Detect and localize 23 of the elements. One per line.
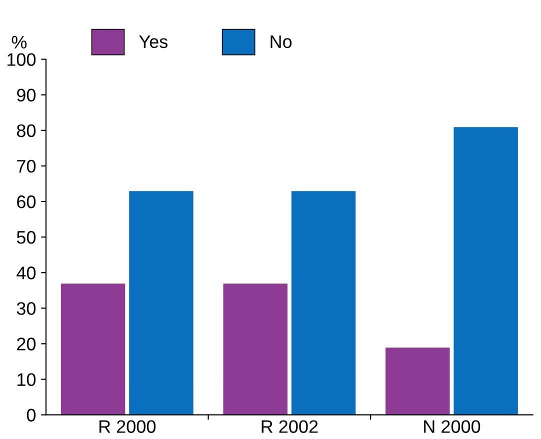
y-tick-label: 0 xyxy=(26,408,36,422)
y-tick-label: 100 xyxy=(8,53,36,66)
y-axis-title: % xyxy=(12,36,27,49)
y-tick-label: 30 xyxy=(16,302,36,315)
y-tick-label: 90 xyxy=(17,88,36,102)
y-tick-label: 80 xyxy=(16,124,36,138)
y-tick-label: 50 xyxy=(16,230,36,244)
x-tick-label: N 2000 xyxy=(424,420,480,433)
legend-label: Yes xyxy=(139,35,168,48)
bar xyxy=(128,190,194,415)
bar xyxy=(290,190,356,415)
y-tick-label: 40 xyxy=(16,266,36,280)
bar xyxy=(453,126,519,415)
x-tick-label: R 2002 xyxy=(262,420,318,433)
bar xyxy=(384,346,450,415)
bar xyxy=(222,282,288,415)
y-tick-label: 60 xyxy=(17,195,36,208)
y-tick-label: 20 xyxy=(17,338,36,350)
legend-label: No xyxy=(270,35,292,48)
bar xyxy=(60,282,126,415)
y-tick-label: 10 xyxy=(18,373,36,386)
y-tick-label: 70 xyxy=(17,160,36,173)
x-tick-label: R 2000 xyxy=(100,420,156,433)
